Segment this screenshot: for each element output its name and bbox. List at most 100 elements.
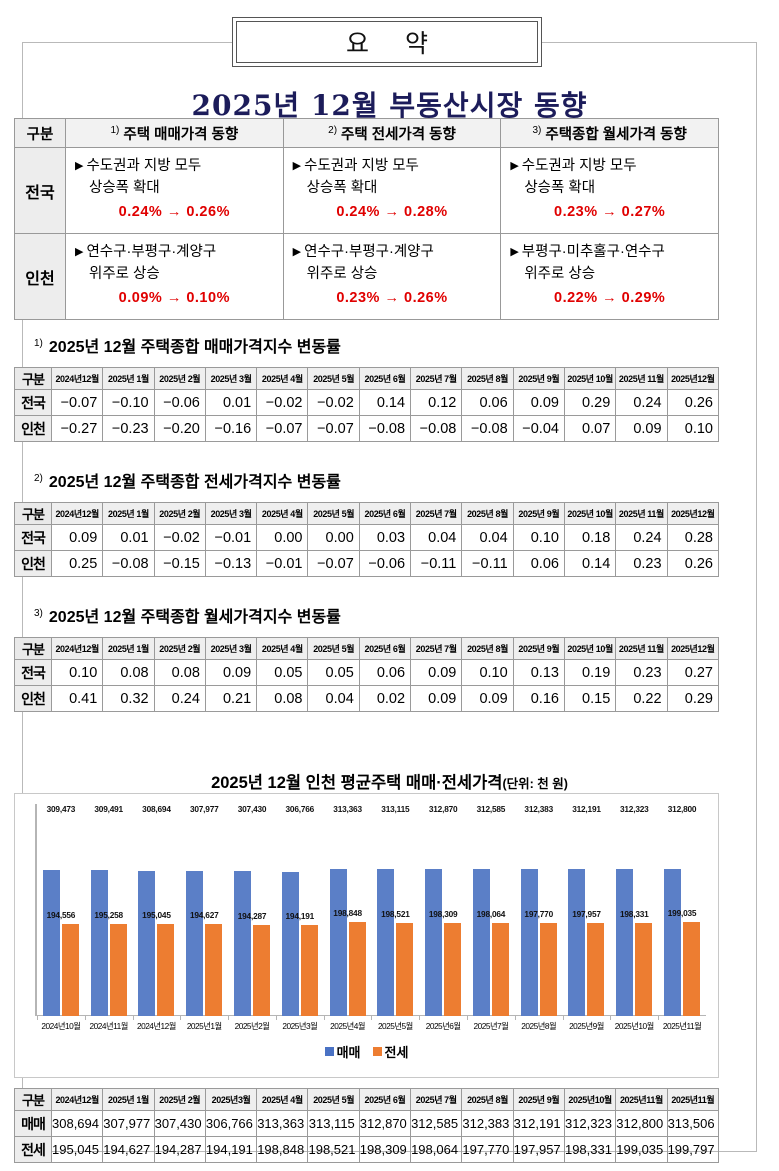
chart-tick-9 xyxy=(467,1016,469,1020)
section-title-3: 2025년 12월 주택종합 월세가격지수 변동률 xyxy=(48,609,341,626)
rate-sale-cell-0-7: 0.12 xyxy=(410,389,463,416)
chart-group-3: 307,977 194,627 xyxy=(180,804,228,1020)
rate-sale-month-header-9: 2025년 9월 xyxy=(512,367,565,390)
rate-wolse-cell-1-3: 0.21 xyxy=(204,685,258,712)
bullet-icon: ▶ xyxy=(510,159,519,172)
rate-sale-cell-0-10: 0.29 xyxy=(563,389,617,416)
rate-jeonse-cell-0-9: 0.10 xyxy=(512,524,565,551)
price-cell-1-7: 198,064 xyxy=(410,1136,463,1163)
rate-jeonse-cell-1-6: −0.06 xyxy=(358,550,412,577)
price-cell-0-7: 312,585 xyxy=(410,1110,463,1137)
summary-col-header-1: 1) 주택 매매가격 동향 xyxy=(65,118,284,148)
summary-cell-incheon-jeonse: ▶ 연수구·부평구·계양구 위주로 상승 0.23% → 0.26% xyxy=(282,233,502,320)
rate-wolse-month-header-10: 2025년 10월 xyxy=(563,637,617,660)
rate-sale-cell-0-6: 0.14 xyxy=(358,389,412,416)
rate-jeonse-cell-0-0: 0.09 xyxy=(50,524,104,551)
chart-bar-jeonse-10 xyxy=(539,923,557,1016)
chart-bar-jeonse-3 xyxy=(205,924,223,1016)
rate-wolse-cell-1-6: 0.02 xyxy=(358,685,412,712)
rate-jeonse-cell-1-1: −0.08 xyxy=(102,550,155,577)
chart-y-axis xyxy=(35,804,37,1016)
chart-tick-4 xyxy=(228,1016,230,1020)
summary-badge: 요 약 xyxy=(232,17,542,67)
price-gubun-header: 구분 xyxy=(14,1088,52,1111)
summary-rate: 0.22% → 0.29% xyxy=(554,290,666,307)
chart-x-label-12: 2025년10월 xyxy=(614,1021,654,1031)
rate-sale-cell-0-2: −0.06 xyxy=(153,389,206,416)
summary-col-header-2: 2) 주택 전세가격 동향 xyxy=(282,118,502,148)
rate-wolse-cell-1-2: 0.24 xyxy=(153,685,206,712)
table-row: 인천 0.41 0.32 0.24 0.21 0.08 0.04 0.02 0.09 0.09 0.… xyxy=(14,685,720,712)
price-month-header-0: 2024년12월 xyxy=(50,1088,104,1111)
rate-wolse-cell-1-1: 0.32 xyxy=(102,685,155,712)
chart-container: 309,473 194,556 309,491 195,258 308,694 195,0… xyxy=(14,793,719,1078)
rate-wolse-cell-0-4: 0.05 xyxy=(256,659,309,686)
chart-group-4: 307,430 194,287 xyxy=(228,804,276,1020)
chart-tick-13 xyxy=(658,1016,660,1020)
price-month-header-7: 2025년 7월 xyxy=(410,1088,463,1111)
rate-sale-month-header-10: 2025년 10월 xyxy=(563,367,617,390)
rate-sale-cell-1-7: −0.08 xyxy=(410,415,463,442)
summary-cell-national-jeonse: ▶ 수도권과 지방 모두 상승폭 확대 0.24% → 0.28% xyxy=(282,147,502,234)
rate-jeonse-cell-0-4: 0.00 xyxy=(256,524,309,551)
summary-col-label-2: 주택 전세가격 동향 xyxy=(341,126,456,143)
rate-sale-cell-1-1: −0.23 xyxy=(102,415,155,442)
rate-jeonse-month-header-2: 2025년 2월 xyxy=(153,502,206,525)
price-cell-0-2: 307,430 xyxy=(153,1110,206,1137)
chart-value-label-sale-10: 312,383 xyxy=(524,804,553,814)
rate-wolse-cell-0-9: 0.13 xyxy=(512,659,565,686)
price-region-0: 매매 xyxy=(14,1110,52,1137)
rate-wolse-cell-0-5: 0.05 xyxy=(307,659,360,686)
chart-value-label-jeonse-1: 195,258 xyxy=(94,910,123,920)
price-month-header-8: 2025년 8월 xyxy=(461,1088,514,1111)
rate-jeonse-cell-0-3: −0.01 xyxy=(204,524,258,551)
section-title-2: 2025년 12월 주택종합 전세가격지수 변동률 xyxy=(48,474,341,491)
chart-value-label-sale-2: 308,694 xyxy=(142,804,171,814)
rate-sale-cell-1-0: −0.27 xyxy=(50,415,104,442)
rate-sale-cell-1-11: 0.09 xyxy=(615,415,668,442)
chart-value-label-sale-1: 309,491 xyxy=(94,804,123,814)
summary-row-incheon: 인천 ▶ 연수구·부평구·계양구 위주로 상승 0.09% → 0.10% ▶ 연수… xyxy=(14,233,719,320)
rate-jeonse-cell-1-2: −0.15 xyxy=(153,550,206,577)
chart-value-label-sale-12: 312,323 xyxy=(619,804,649,814)
chart-value-label-jeonse-8: 198,309 xyxy=(428,909,458,919)
rate-sale-cell-0-0: −0.07 xyxy=(50,389,104,416)
chart-x-label-3: 2025년1월 xyxy=(186,1021,222,1031)
legend-item-1[interactable]: 전세 xyxy=(372,1042,408,1061)
chart-bar-sale-8 xyxy=(425,869,443,1016)
chart-bar-sale-1 xyxy=(90,870,108,1016)
price-cell-1-4: 198,848 xyxy=(256,1136,309,1163)
chart-tick-1 xyxy=(84,1016,86,1020)
rate-wolse-cell-0-0: 0.10 xyxy=(50,659,104,686)
section-title-1: 2025년 12월 주택종합 매매가격지수 변동률 xyxy=(48,339,341,356)
rate-wolse-month-header-5: 2025년 5월 xyxy=(307,637,360,660)
rate-jeonse-gubun-header: 구분 xyxy=(14,502,52,525)
chart-bar-sale-13 xyxy=(664,869,682,1016)
legend-item-0[interactable]: 매매 xyxy=(324,1042,361,1061)
chart-group-6: 313,363 198,848 xyxy=(323,804,372,1020)
rate-sale-cell-0-12: 0.26 xyxy=(666,389,720,416)
chart-value-label-jeonse-3: 194,627 xyxy=(189,910,219,920)
chart-value-label-jeonse-2: 195,045 xyxy=(142,910,171,920)
rate-jeonse-cell-1-7: −0.11 xyxy=(410,550,463,577)
chart-legend: 매매 전세 xyxy=(15,1042,718,1061)
chart-value-label-jeonse-0: 194,556 xyxy=(46,910,76,920)
chart-bar-jeonse-12 xyxy=(635,923,653,1016)
chart-x-tick-labels: 2024년10월 2024년11월 2024년12월 2025년1월 2025년2월 20… xyxy=(37,1020,706,1032)
table-row: 전국 0.09 0.01 −0.02 −0.01 0.00 0.00 0.03 0.04 0.04… xyxy=(14,524,720,551)
summary-col-sup-3: 3) xyxy=(532,124,542,136)
summary-text-line1: 수도권과 지방 모두 xyxy=(86,157,202,174)
price-header-row: 구분 2024년12월 2025년 1월 2025년 2월 2025년3월 2025년 4… xyxy=(14,1088,720,1111)
price-month-header-3: 2025년3월 xyxy=(204,1088,258,1111)
chart-bar-sale-4 xyxy=(234,871,252,1016)
chart-x-label-7: 2025년5월 xyxy=(377,1021,413,1031)
bullet-icon: ▶ xyxy=(292,159,302,172)
rate-sale-cell-0-5: −0.02 xyxy=(307,389,360,416)
chart-group-0: 309,473 194,556 xyxy=(37,804,85,1020)
chart-title: 2025년 12월 인천 평균주택 매매·전세가격(단위: 천 원) xyxy=(0,769,779,793)
rate-wolse-month-header-4: 2025년 4월 xyxy=(256,637,309,660)
chart-bar-sale-0 xyxy=(42,870,60,1016)
price-cell-1-6: 198,309 xyxy=(358,1136,412,1163)
rate-jeonse-region-1: 인천 xyxy=(14,550,52,577)
price-cell-0-5: 313,115 xyxy=(307,1110,360,1137)
